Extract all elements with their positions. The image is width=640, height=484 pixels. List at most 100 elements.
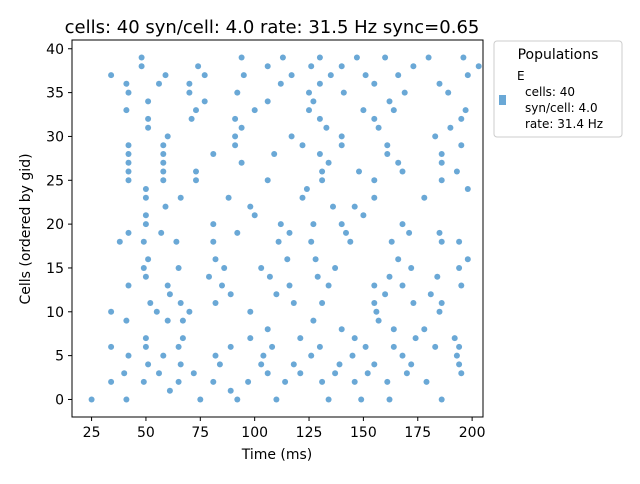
spike-point: [464, 256, 471, 263]
spike-point: [458, 282, 465, 289]
spike-point: [316, 151, 323, 157]
spike-point: [312, 256, 319, 263]
y-tick-label: 40: [46, 42, 64, 58]
spike-point: [219, 282, 225, 289]
spike-point: [395, 159, 402, 166]
spike-point: [384, 151, 391, 157]
spike-point: [395, 72, 402, 79]
spike-point: [264, 177, 271, 184]
spike-point: [438, 238, 445, 245]
spike-point: [438, 396, 445, 403]
spike-point: [325, 282, 332, 289]
x-tick-label: 150: [350, 425, 377, 441]
spike-point: [371, 361, 378, 368]
spike-point: [279, 54, 286, 61]
spike-point: [456, 361, 463, 368]
spike-point: [160, 142, 167, 149]
y-axis-ticks: 0 5 10 15 20 25 30 35 40: [46, 42, 72, 408]
spike-point: [234, 89, 241, 96]
y-tick-label: 35: [46, 86, 64, 102]
spike-point: [264, 326, 271, 333]
spike-point: [427, 291, 434, 298]
spike-point: [412, 335, 419, 342]
spike-point: [234, 229, 241, 236]
spike-point: [310, 221, 317, 228]
spike-point: [310, 317, 317, 324]
y-tick-label: 10: [46, 305, 64, 321]
spike-point: [303, 186, 310, 192]
legend: Populations E cells: 40 syn/cell: 4.0 ra…: [493, 40, 623, 138]
spike-point: [125, 229, 132, 236]
spike-point: [125, 151, 132, 157]
spike-point: [266, 273, 273, 280]
spike-point: [343, 229, 349, 236]
spike-point: [201, 72, 208, 79]
spike-point: [212, 300, 219, 306]
spike-point: [175, 378, 182, 385]
spike-point: [108, 308, 115, 315]
spike-point: [221, 265, 228, 271]
spike-point: [332, 370, 339, 377]
spike-point: [456, 343, 463, 350]
spike-point: [138, 54, 145, 61]
spike-point: [351, 378, 358, 385]
spike-point: [332, 265, 339, 271]
spike-point: [123, 80, 130, 87]
spike-point: [384, 142, 391, 149]
spike-point: [297, 335, 304, 342]
spike-point: [406, 229, 413, 236]
spike-point: [371, 115, 378, 122]
spike-point: [277, 80, 284, 87]
spike-point: [116, 238, 123, 245]
spike-point: [445, 89, 452, 96]
spike-point: [275, 238, 282, 245]
spike-point: [195, 63, 202, 70]
spike-point: [153, 308, 160, 315]
spike-point: [160, 168, 167, 175]
spike-point: [273, 396, 280, 403]
spike-point: [177, 194, 184, 201]
spike-point: [125, 142, 132, 149]
spike-point: [319, 378, 326, 385]
spike-point: [436, 80, 443, 87]
legend-frame: [493, 40, 623, 138]
spike-point: [164, 317, 171, 324]
spike-point: [403, 370, 410, 377]
spike-point: [347, 238, 354, 245]
spike-point: [258, 265, 265, 271]
spike-point: [125, 177, 132, 184]
spike-point: [271, 151, 278, 157]
spike-point: [108, 343, 115, 350]
spike-point: [160, 151, 167, 157]
spike-point: [362, 343, 369, 350]
legend-title: Populations: [518, 47, 599, 63]
spike-point: [288, 72, 295, 79]
spike-point: [349, 352, 356, 359]
spike-point: [227, 343, 234, 350]
x-axis-ticks: 25 50 75 100 125 150 175 200: [83, 417, 486, 441]
spike-point: [297, 370, 304, 377]
spike-point: [286, 229, 293, 236]
spike-point: [399, 168, 406, 175]
x-tick-label: 75: [191, 425, 209, 441]
legend-entry-line-2: syn/cell: 4.0: [525, 101, 598, 115]
spike-point: [410, 300, 417, 306]
spike-point: [436, 308, 443, 315]
spike-point: [238, 54, 245, 61]
spike-point: [145, 124, 152, 131]
spike-point: [373, 308, 380, 315]
spike-point: [164, 133, 171, 140]
x-tick-label: 200: [459, 425, 486, 441]
spike-point: [108, 72, 115, 79]
spike-point: [264, 98, 271, 105]
spike-point: [438, 177, 445, 184]
spike-point: [399, 282, 406, 289]
spike-point: [227, 387, 234, 394]
spike-point: [338, 142, 345, 149]
y-tick-label: 0: [55, 392, 64, 408]
spike-point: [338, 326, 345, 333]
spike-point: [179, 317, 186, 324]
spike-point: [336, 361, 343, 368]
spike-point: [388, 238, 395, 245]
